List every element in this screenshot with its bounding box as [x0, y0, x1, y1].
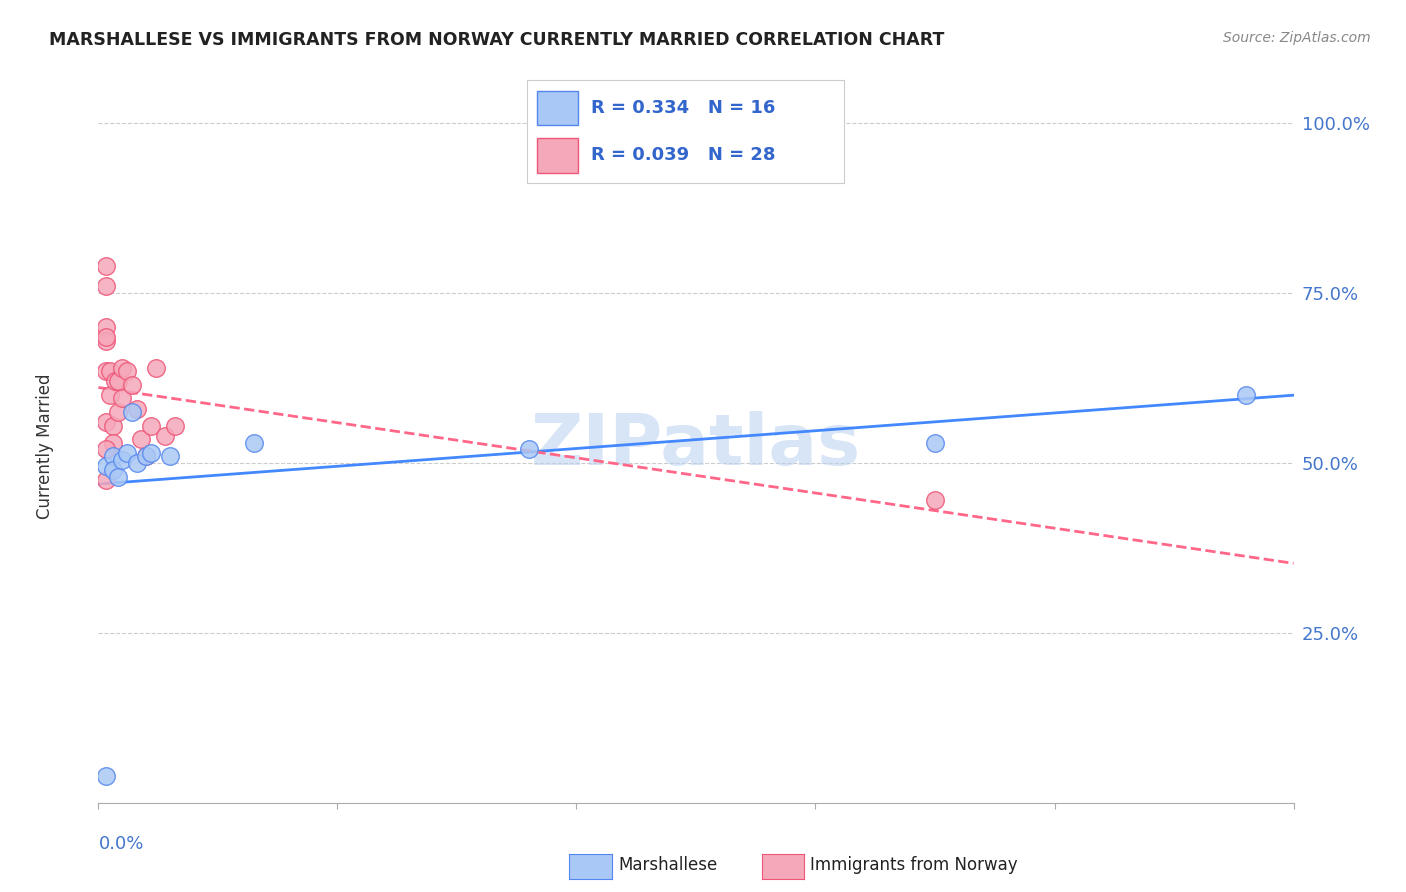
Point [98, 388, 122, 402]
Point [94, 459, 117, 474]
Point [139, 418, 162, 433]
Point [94, 473, 117, 487]
Point [155, 429, 177, 443]
Point [98, 364, 122, 378]
Point [121, 405, 143, 419]
Point [101, 463, 124, 477]
Point [94, 259, 117, 273]
Point [125, 401, 148, 416]
Point [115, 446, 138, 460]
Point [94, 364, 117, 378]
Point [111, 392, 134, 406]
Point [107, 405, 129, 419]
Point [145, 360, 167, 375]
Point [107, 469, 129, 483]
Point [94, 415, 117, 429]
Text: Source: ZipAtlas.com: Source: ZipAtlas.com [1223, 31, 1371, 45]
Text: ZIPatlas: ZIPatlas [531, 411, 860, 481]
Point [101, 435, 124, 450]
Point [139, 446, 162, 460]
Point [243, 435, 266, 450]
Text: R = 0.334   N = 16: R = 0.334 N = 16 [591, 99, 775, 117]
Text: Immigrants from Norway: Immigrants from Norway [810, 856, 1018, 874]
Point [924, 435, 946, 450]
Bar [537, 91, 578, 126]
Point [107, 375, 129, 389]
Point [135, 449, 157, 463]
Point [163, 418, 186, 433]
Text: MARSHALLESE VS IMMIGRANTS FROM NORWAY CURRENTLY MARRIED CORRELATION CHART: MARSHALLESE VS IMMIGRANTS FROM NORWAY CU… [49, 31, 945, 49]
Point [517, 442, 540, 457]
Point [159, 449, 181, 463]
Text: Currently Married: Currently Married [35, 373, 53, 519]
Point [125, 456, 148, 470]
Point [111, 452, 134, 467]
Point [131, 432, 153, 446]
Point [115, 364, 138, 378]
Bar [537, 137, 578, 173]
Point [121, 377, 143, 392]
Point [94, 279, 117, 293]
Text: 0.0%: 0.0% [98, 835, 143, 853]
Point [94, 330, 117, 344]
Point [94, 769, 117, 783]
Text: Marshallese: Marshallese [619, 856, 718, 874]
Point [135, 449, 157, 463]
Point [104, 375, 127, 389]
Point [94, 334, 117, 348]
Point [94, 320, 117, 334]
Point [924, 493, 946, 508]
Point [111, 360, 134, 375]
Point [1234, 388, 1257, 402]
Point [101, 418, 124, 433]
Point [101, 449, 124, 463]
Point [94, 442, 117, 457]
Text: R = 0.039   N = 28: R = 0.039 N = 28 [591, 146, 775, 164]
